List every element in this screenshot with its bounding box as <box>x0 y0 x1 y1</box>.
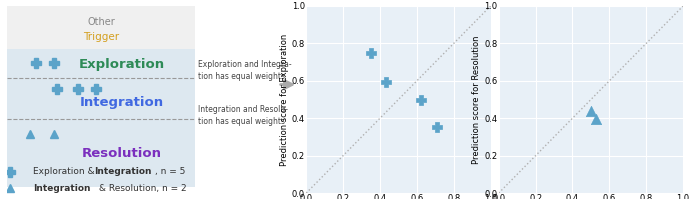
Y-axis label: Prediction score for Resolution: Prediction score for Resolution <box>473 35 482 164</box>
Text: Integration: Integration <box>95 167 152 176</box>
FancyBboxPatch shape <box>7 6 195 49</box>
Point <box>591 118 602 121</box>
Y-axis label: Prediction score for Exploration: Prediction score for Exploration <box>280 33 289 166</box>
Text: Integration: Integration <box>33 184 90 193</box>
Text: Trigger: Trigger <box>83 32 119 42</box>
Text: Exploration and Integra-
tion has equal weights: Exploration and Integra- tion has equal … <box>198 60 292 81</box>
Text: Integration and Resolu-
tion has equal weights: Integration and Resolu- tion has equal w… <box>198 105 288 126</box>
Text: Exploration: Exploration <box>79 58 165 71</box>
Point <box>585 109 596 112</box>
Text: & Resolution, n = 2: & Resolution, n = 2 <box>96 184 186 193</box>
Text: Integration: Integration <box>80 96 164 109</box>
Point <box>432 125 443 128</box>
Text: Other: Other <box>87 17 115 27</box>
Point <box>380 80 391 83</box>
Point <box>365 51 376 54</box>
Text: , n = 5: , n = 5 <box>155 167 185 176</box>
Point <box>415 98 426 101</box>
FancyBboxPatch shape <box>7 49 195 187</box>
Text: Exploration &: Exploration & <box>33 167 97 176</box>
Text: Resolution: Resolution <box>82 147 162 160</box>
